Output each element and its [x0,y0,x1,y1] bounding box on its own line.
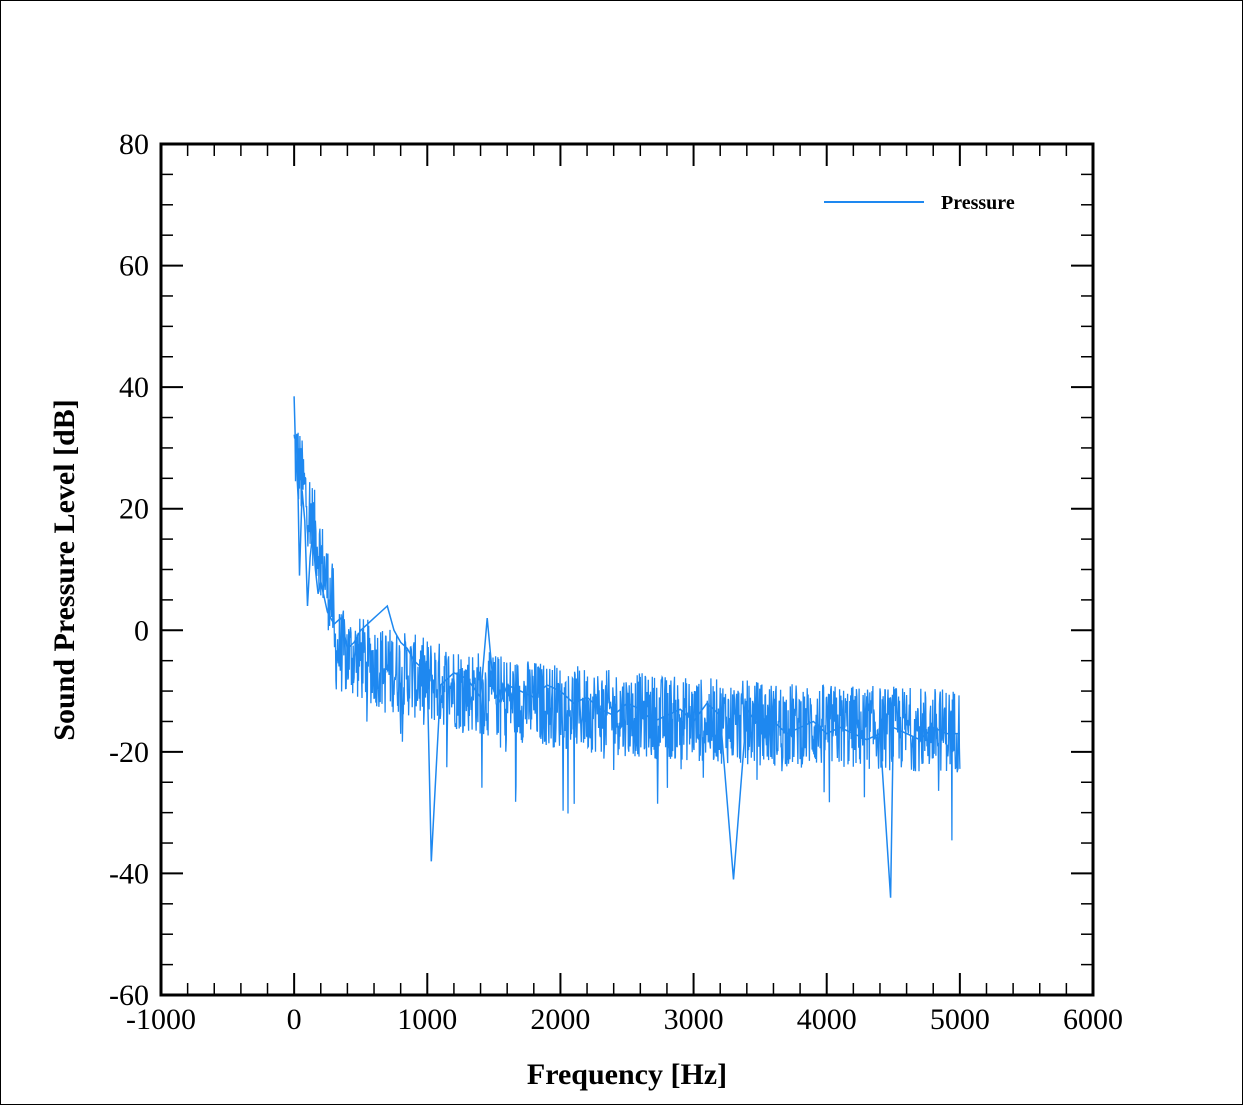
y-tick-label: -60 [109,979,149,1012]
x-tick-label: 6000 [1063,1003,1123,1036]
x-axis-title: Frequency [Hz] [527,1058,727,1091]
x-tick-labels: -1000 0 1000 2000 3000 4000 5000 6000 [126,1003,1123,1036]
x-tick-label: 5000 [930,1003,990,1036]
legend: Pressure [824,192,1015,214]
x-tick-label: -1000 [126,1003,196,1036]
series-line-texture [293,432,961,841]
x-tick-label: 3000 [664,1003,724,1036]
plot-area [159,142,1095,997]
y-axis-title: Sound Pressure Level [dB] [48,399,81,740]
y-tick-label: -20 [109,736,149,769]
x-tick-label: 0 [287,1003,302,1036]
data-layer [293,396,961,898]
legend-label-pressure: Pressure [941,192,1015,214]
y-tick-label: 80 [119,128,149,161]
series-line-pressure [293,396,960,898]
y-tick-labels: -60 -40 -20 0 20 40 60 80 [109,128,149,1012]
x-tick-label: 2000 [530,1003,590,1036]
y-tick-label: -40 [109,857,149,890]
y-tick-label: 0 [134,614,149,647]
x-tick-label: 1000 [397,1003,457,1036]
y-tick-label: 40 [119,371,149,404]
y-tick-label: 60 [119,250,149,283]
axis-ticks [160,143,1094,996]
x-tick-label: 4000 [797,1003,857,1036]
y-tick-label: 20 [119,493,149,526]
